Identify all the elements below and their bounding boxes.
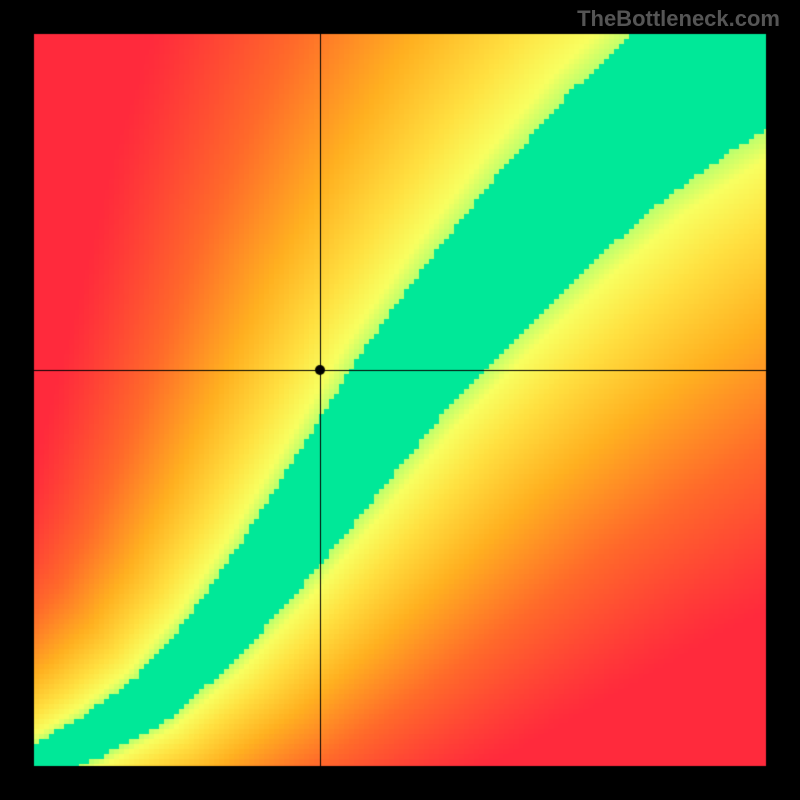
watermark-label: TheBottleneck.com	[577, 6, 780, 32]
chart-container: TheBottleneck.com	[0, 0, 800, 800]
heatmap-canvas	[0, 0, 800, 800]
